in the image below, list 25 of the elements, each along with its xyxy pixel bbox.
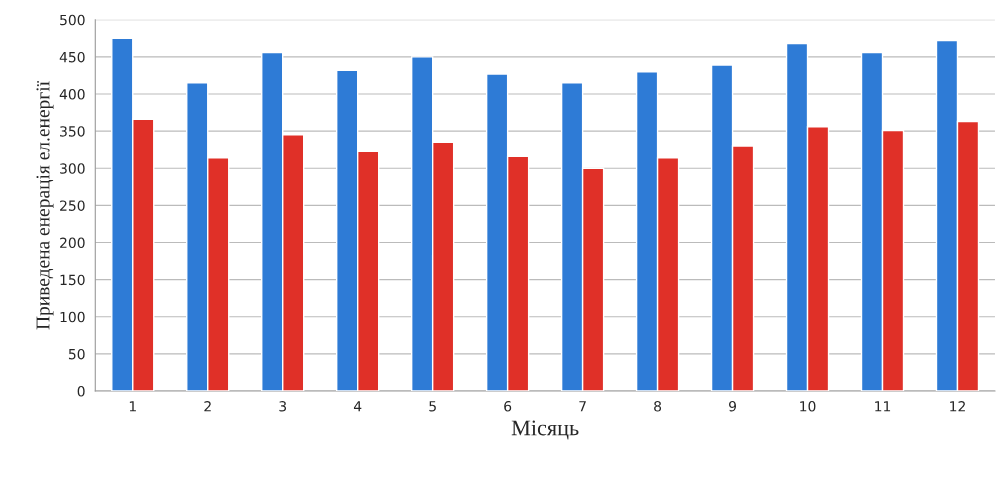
y-axis-title: Приведена енерація ел.енергії bbox=[36, 80, 54, 330]
y-tick-label: 450 bbox=[59, 51, 85, 63]
y-tick-label: 500 bbox=[60, 14, 85, 26]
x-tick-label: 11 bbox=[875, 401, 891, 412]
y-tick-label: 100 bbox=[60, 311, 85, 323]
x-tick-label: 8 bbox=[654, 401, 662, 412]
y-tick-label: 0 bbox=[77, 386, 85, 397]
x-tick-label: 5 bbox=[429, 401, 436, 412]
x-tick-label: 2 bbox=[204, 401, 211, 412]
y-tick-label: 200 bbox=[60, 237, 85, 249]
y-tick-label: 400 bbox=[59, 89, 85, 100]
x-tick-label: 9 bbox=[729, 401, 737, 412]
x-tick-label: 3 bbox=[279, 401, 287, 412]
x-tick-label: 4 bbox=[353, 401, 362, 412]
x-tick-label: 7 bbox=[579, 401, 586, 412]
y-tick-label: 300 bbox=[60, 163, 85, 174]
y-tick-label: 250 bbox=[60, 200, 85, 211]
y-tick-label: 350 bbox=[60, 126, 85, 137]
x-tick-label: 10 bbox=[800, 401, 816, 412]
x-tick-label: 12 bbox=[950, 401, 965, 412]
y-tick-label: 150 bbox=[60, 274, 85, 286]
x-tick-label: 1 bbox=[129, 401, 136, 412]
x-axis-title: Місяць bbox=[511, 420, 579, 440]
y-tick-label: 50 bbox=[68, 348, 85, 360]
x-tick-label: 6 bbox=[504, 401, 512, 412]
